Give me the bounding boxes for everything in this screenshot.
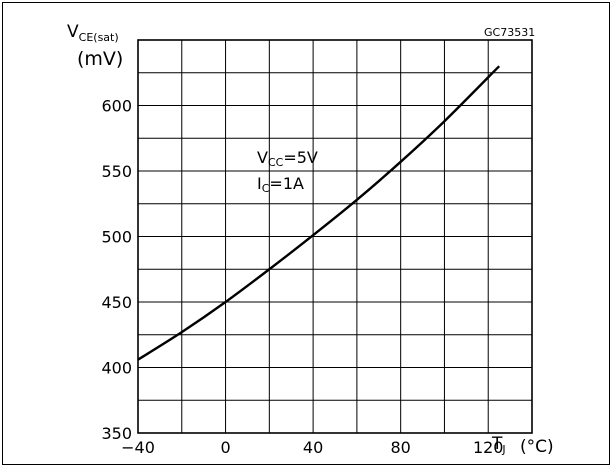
annotation-vcc: VCC=5V bbox=[257, 148, 318, 169]
x-axis-unit: (°C) bbox=[520, 437, 554, 457]
y-tick-label: 600 bbox=[101, 97, 132, 116]
y-axis-unit: (mV) bbox=[77, 48, 123, 70]
y-tick-labels: 350 400 450 500 550 600 bbox=[101, 97, 132, 444]
y-axis-label: VCE(sat) bbox=[67, 22, 119, 44]
grid bbox=[138, 40, 532, 433]
figure-code: GC73531 bbox=[484, 26, 535, 39]
y-tick-label: 400 bbox=[101, 359, 132, 378]
x-tick-label: 120 bbox=[473, 438, 504, 457]
y-tick-label: 500 bbox=[101, 228, 132, 247]
plot-border bbox=[137, 39, 533, 434]
x-tick-labels: −40 0 40 80 120 bbox=[121, 438, 503, 457]
x-tick-label: −40 bbox=[121, 438, 155, 457]
x-tick-label: 40 bbox=[303, 438, 323, 457]
y-tick-label: 550 bbox=[101, 162, 132, 181]
y-tick-label: 350 bbox=[101, 424, 132, 443]
x-tick-label: 0 bbox=[220, 438, 230, 457]
y-tick-label: 450 bbox=[101, 293, 132, 312]
chart-frame bbox=[2, 2, 610, 465]
x-axis-label: TJ bbox=[491, 434, 506, 456]
annotation-ic: IC=1A bbox=[257, 174, 304, 195]
x-tick-label: 80 bbox=[390, 438, 410, 457]
series-line bbox=[137, 65, 501, 361]
